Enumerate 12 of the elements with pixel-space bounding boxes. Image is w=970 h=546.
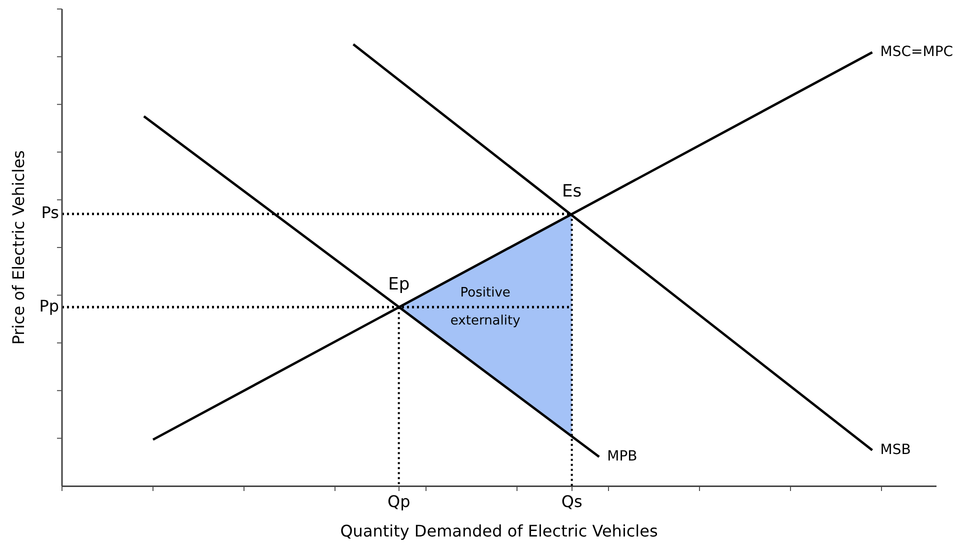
series-label: Pp [39, 296, 59, 316]
x-axis-title: Quantity Demanded of Electric Vehicles [340, 522, 658, 541]
annotation: Ep [388, 274, 410, 295]
annotation: Es [562, 181, 582, 202]
x-tick-label: Qp [387, 492, 410, 511]
series-label: Ps [41, 203, 59, 222]
x-tick-label: Qs [561, 492, 582, 511]
series-label: MSC=MPC [880, 44, 954, 60]
annotation: Positive externality [450, 286, 521, 328]
series-label: MSB [880, 442, 911, 458]
series-label: MPB [607, 448, 638, 464]
y-axis-title: Price of Electric Vehicles [9, 150, 28, 345]
